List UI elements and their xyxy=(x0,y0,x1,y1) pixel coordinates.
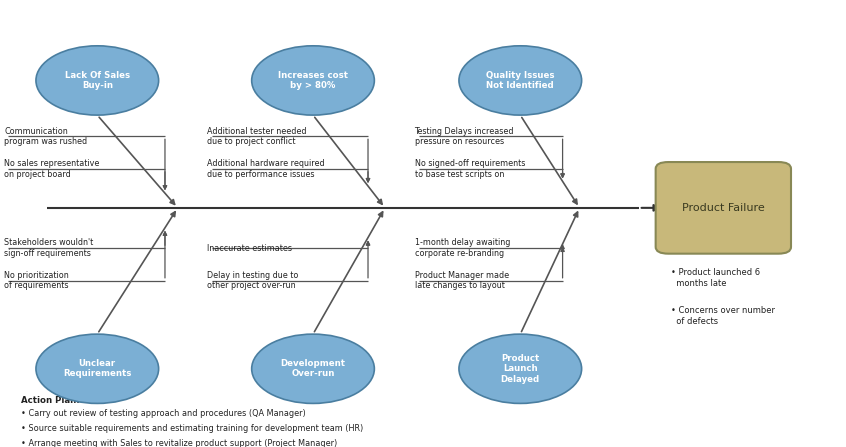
Text: Stakeholders wouldn't
sign-off requirements: Stakeholders wouldn't sign-off requireme… xyxy=(4,238,93,258)
Text: Lack Of Sales
Buy-in: Lack Of Sales Buy-in xyxy=(65,71,129,90)
Text: Product Failure: Product Failure xyxy=(682,203,765,213)
Text: Additional hardware required
due to performance issues: Additional hardware required due to perf… xyxy=(207,159,325,179)
Text: No signed-off requirements
to base test scripts on: No signed-off requirements to base test … xyxy=(415,159,525,179)
FancyBboxPatch shape xyxy=(656,162,791,254)
Ellipse shape xyxy=(36,334,159,403)
Text: Increases cost
by > 80%: Increases cost by > 80% xyxy=(278,71,348,90)
Ellipse shape xyxy=(252,334,374,403)
Text: Additional tester needed
due to project conflict: Additional tester needed due to project … xyxy=(207,127,307,146)
Text: • Source suitable requirements and estimating training for development team (HR): • Source suitable requirements and estim… xyxy=(21,424,364,433)
Text: Development
Over-run: Development Over-run xyxy=(281,359,345,379)
Text: Quality Issues
Not Identified: Quality Issues Not Identified xyxy=(486,71,554,90)
Text: • Costs increased by 80%: • Costs increased by 80% xyxy=(671,230,779,239)
Text: • Carry out review of testing approach and procedures (QA Manager): • Carry out review of testing approach a… xyxy=(21,409,306,418)
Text: No prioritization
of requirements: No prioritization of requirements xyxy=(4,271,69,291)
Text: Testing Delays increased
pressure on resources: Testing Delays increased pressure on res… xyxy=(415,127,514,146)
Text: • Product launched 6
  months late: • Product launched 6 months late xyxy=(671,268,760,287)
Text: Communication
program was rushed: Communication program was rushed xyxy=(4,127,87,146)
Ellipse shape xyxy=(252,46,374,115)
Text: • Concerns over number
  of defects: • Concerns over number of defects xyxy=(671,306,775,325)
Text: Delay in testing due to
other project over-run: Delay in testing due to other project ov… xyxy=(207,271,299,291)
Ellipse shape xyxy=(459,334,582,403)
Ellipse shape xyxy=(459,46,582,115)
Ellipse shape xyxy=(36,46,159,115)
Text: Action Plan:: Action Plan: xyxy=(21,396,80,405)
Text: • Arrange meeting with Sales to revitalize product support (Project Manager): • Arrange meeting with Sales to revitali… xyxy=(21,439,338,447)
Text: Product Manager made
late changes to layout: Product Manager made late changes to lay… xyxy=(415,271,508,291)
Text: Product
Launch
Delayed: Product Launch Delayed xyxy=(501,354,540,384)
Text: No sales representative
on project board: No sales representative on project board xyxy=(4,159,100,179)
Text: 1-month delay awaiting
corporate re-branding: 1-month delay awaiting corporate re-bran… xyxy=(415,238,510,258)
Text: Inaccurate estimates: Inaccurate estimates xyxy=(207,244,292,253)
Text: Unclear
Requirements: Unclear Requirements xyxy=(63,359,131,379)
